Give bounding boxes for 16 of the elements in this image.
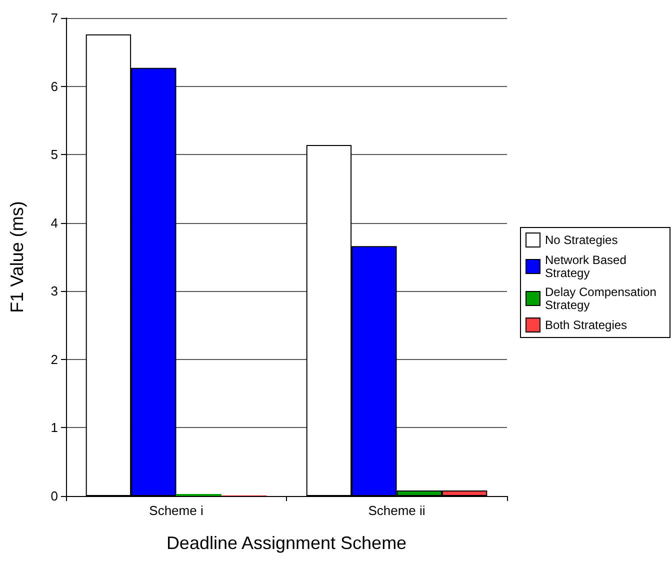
y-tick-label: 3 (50, 284, 58, 299)
y-tick-label: 0 (50, 488, 58, 504)
x-tick-label: Scheme ii (368, 503, 426, 518)
y-tick-label: 2 (50, 352, 58, 367)
x-axis-title: Deadline Assignment Scheme (166, 533, 407, 553)
legend-label: No Strategies (545, 233, 618, 247)
legend-label: Network Based Strategy (545, 253, 630, 280)
y-tick-label: 6 (50, 78, 58, 94)
x-tick-label: Scheme i (149, 503, 204, 518)
y-tick-label: 4 (50, 215, 58, 230)
y-axis-title: F1 Value (ms) (7, 201, 27, 313)
y-tick-label: 1 (50, 420, 58, 436)
y-tick-label: 7 (50, 10, 58, 26)
legend-label: Delay Compensation Strategy (545, 285, 660, 312)
legend-label: Both Strategies (545, 318, 628, 332)
y-tick-label: 5 (50, 147, 58, 162)
